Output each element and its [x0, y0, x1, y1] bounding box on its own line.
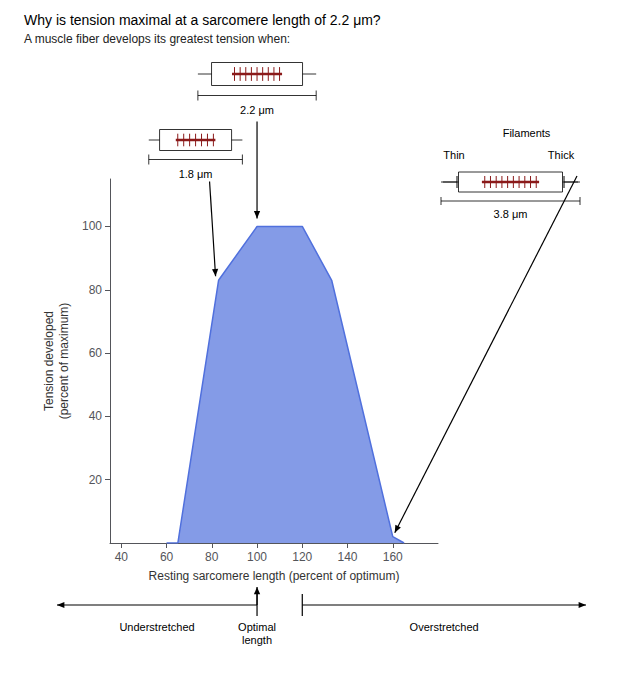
svg-text:40: 40 — [89, 409, 103, 423]
svg-text:20: 20 — [89, 473, 103, 487]
svg-text:Optimal: Optimal — [238, 621, 276, 633]
svg-text:Thin: Thin — [443, 149, 464, 161]
svg-text:120: 120 — [292, 550, 312, 564]
svg-text:80: 80 — [89, 283, 103, 297]
svg-text:1.8 μm: 1.8 μm — [179, 168, 213, 180]
svg-text:Filaments: Filaments — [503, 127, 551, 139]
svg-text:160: 160 — [383, 550, 403, 564]
svg-text:80: 80 — [205, 550, 219, 564]
svg-text:100: 100 — [247, 550, 267, 564]
svg-text:Tension developed: Tension developed — [42, 311, 56, 411]
svg-text:Understretched: Understretched — [119, 621, 194, 633]
svg-text:3.8 μm: 3.8 μm — [494, 208, 528, 220]
svg-text:2.2 μm: 2.2 μm — [240, 104, 274, 116]
svg-text:Why is tension maximal at a sa: Why is tension maximal at a sarcomere le… — [24, 12, 381, 28]
svg-text:40: 40 — [115, 550, 129, 564]
svg-text:length: length — [242, 634, 272, 646]
svg-text:Thick: Thick — [548, 149, 575, 161]
svg-text:(percent of maximum): (percent of maximum) — [57, 303, 71, 420]
svg-text:60: 60 — [89, 346, 103, 360]
svg-text:140: 140 — [338, 550, 358, 564]
svg-text:A muscle fiber develops its gr: A muscle fiber develops its greatest ten… — [24, 32, 290, 46]
svg-text:Resting sarcomere length (perc: Resting sarcomere length (percent of opt… — [149, 569, 400, 583]
svg-text:100: 100 — [82, 219, 102, 233]
svg-text:Overstretched: Overstretched — [410, 621, 479, 633]
svg-text:60: 60 — [160, 550, 174, 564]
